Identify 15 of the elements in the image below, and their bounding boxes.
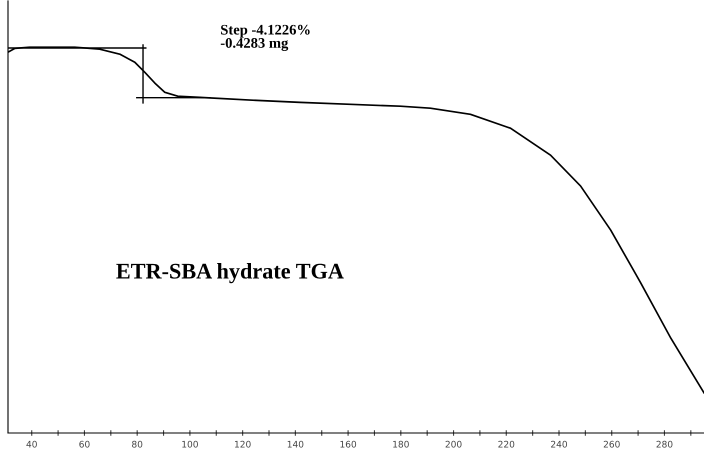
x-tick-label: 260	[604, 440, 620, 448]
annotation: Step -4.1226% -0.4283 mg	[220, 24, 310, 51]
x-tick-label: 120	[235, 440, 251, 448]
x-tick-label: 180	[393, 440, 409, 448]
x-tick-label: 40	[26, 440, 37, 448]
x-tick-label: 200	[446, 440, 462, 448]
annotation: ETR-SBA hydrate TGA	[116, 263, 344, 284]
x-tick-label: 240	[551, 440, 568, 448]
x-tick-label: 140	[288, 440, 304, 448]
x-tick-label: 280	[656, 440, 672, 448]
x-tick-label: 100	[182, 440, 198, 448]
x-tick-label: 160	[340, 440, 356, 448]
x-tick-label: 60	[79, 440, 90, 448]
x-tick-label: 220	[498, 440, 514, 448]
x-tick-label: 80	[132, 440, 142, 448]
